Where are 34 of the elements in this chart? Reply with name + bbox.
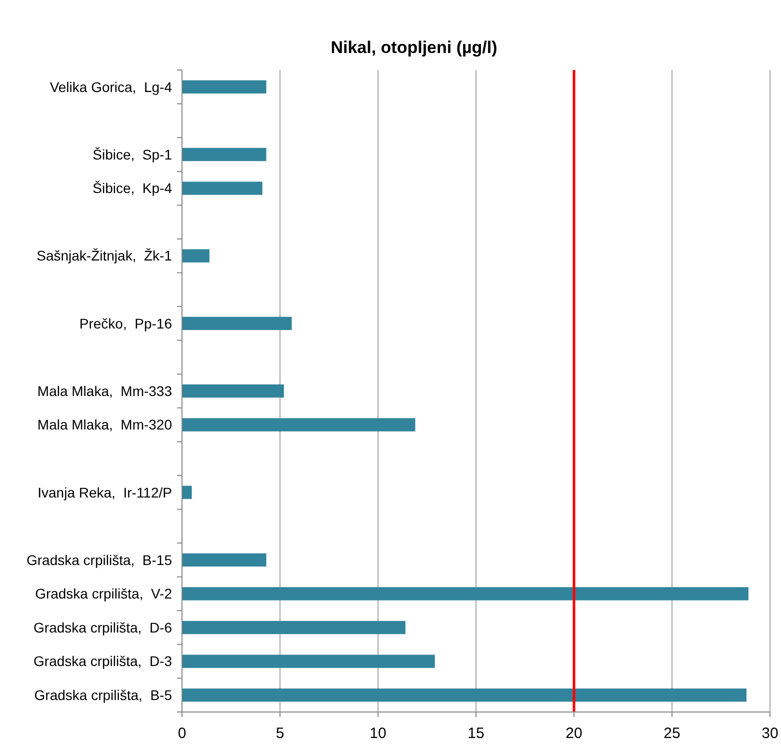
- y-tick-label: Šibice, Sp-1: [92, 146, 172, 162]
- bar: [182, 249, 210, 262]
- x-tick-label: 5: [276, 725, 284, 742]
- bar: [182, 418, 416, 432]
- bar: [182, 553, 266, 567]
- bar: [182, 587, 748, 600]
- bar: [182, 384, 284, 398]
- x-tick-label: 15: [468, 725, 484, 742]
- bar: [182, 688, 746, 702]
- y-tick-label: Sašnjak-Žitnjak, Žk-1: [36, 248, 172, 264]
- bar: [182, 316, 292, 330]
- y-tick-label: Gradska crpilišta, B-5: [34, 687, 172, 704]
- y-tick-label: Prečko, Pp-16: [79, 315, 172, 332]
- x-tick-label: 30: [762, 725, 778, 742]
- y-tick-label: Gradska crpilišta, D-3: [34, 653, 172, 670]
- bar: [182, 182, 262, 195]
- bar: [182, 654, 435, 668]
- y-tick-label: Gradska crpilišta, B-15: [26, 552, 172, 568]
- chart-title: Nikal, otopljeni (µg/l): [330, 38, 498, 57]
- y-tick-label: Mala Mlaka, Mm-320: [37, 416, 172, 433]
- bar: [182, 80, 266, 94]
- x-tick-label: 20: [566, 725, 582, 742]
- y-tick-label: Mala Mlaka, Mm-333: [37, 382, 172, 399]
- bar: [182, 620, 406, 634]
- y-tick-label: Ivanja Reka, Ir-112/P: [38, 484, 172, 500]
- y-tick-label: Šibice, Kp-4: [92, 180, 172, 196]
- y-tick-label: Velika Gorica, Lg-4: [50, 78, 172, 95]
- bar: [182, 486, 192, 499]
- y-tick-label: Gradska crpilišta, V-2: [35, 586, 172, 602]
- x-tick-label: 25: [664, 725, 680, 742]
- x-tick-label: 0: [178, 725, 186, 742]
- y-tick-label: Gradska crpilišta, D-6: [34, 619, 172, 636]
- x-tick-label: 10: [370, 725, 386, 742]
- bar: [182, 148, 266, 162]
